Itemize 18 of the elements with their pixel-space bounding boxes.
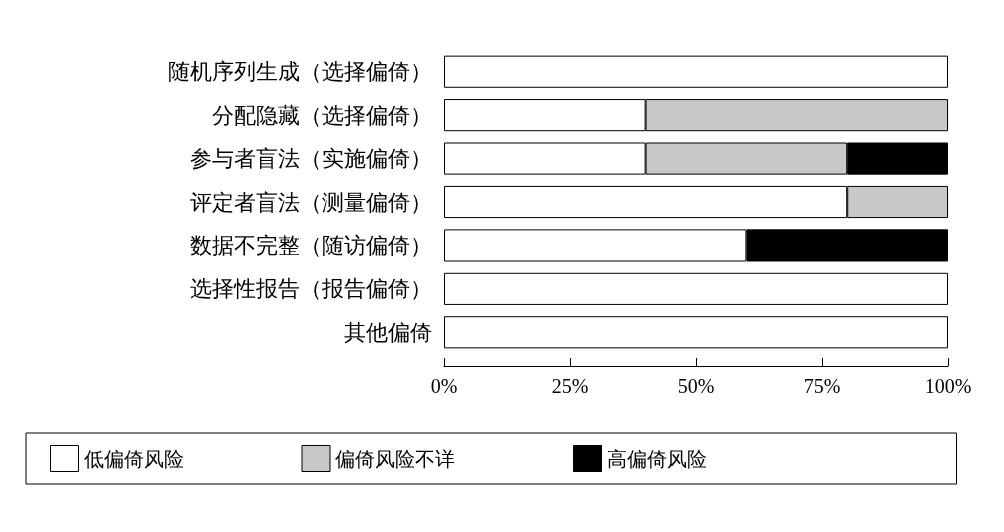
y-tick-label: 随机序列生成（选择偏倚） bbox=[168, 59, 432, 85]
y-tick-label: 分配隐藏（选择偏倚） bbox=[212, 102, 432, 128]
y-tick-label: 评定者盲法（测量偏倚） bbox=[190, 189, 432, 215]
bar bbox=[444, 55, 948, 88]
legend-label: 低偏倚风险 bbox=[83, 447, 184, 470]
y-tick-label: 选择性报告（报告偏倚） bbox=[190, 276, 432, 302]
bar bbox=[444, 316, 948, 349]
y-tick-label: 数据不完整（随访偏倚） bbox=[190, 232, 432, 258]
y-tick-label: 其他偏倚 bbox=[344, 319, 432, 345]
legend-label: 高偏倚风险 bbox=[606, 447, 707, 470]
x-tick-label: 25% bbox=[551, 375, 589, 397]
bar bbox=[444, 272, 948, 305]
legend-label: 偏倚风险不详 bbox=[335, 447, 455, 470]
x-tick-label: 75% bbox=[803, 375, 841, 397]
y-tick-label: 参与者盲法（实施偏倚） bbox=[190, 146, 432, 172]
x-tick-label: 50% bbox=[677, 375, 715, 397]
x-tick-label: 100% bbox=[924, 375, 972, 397]
x-tick-label: 0% bbox=[430, 375, 458, 397]
